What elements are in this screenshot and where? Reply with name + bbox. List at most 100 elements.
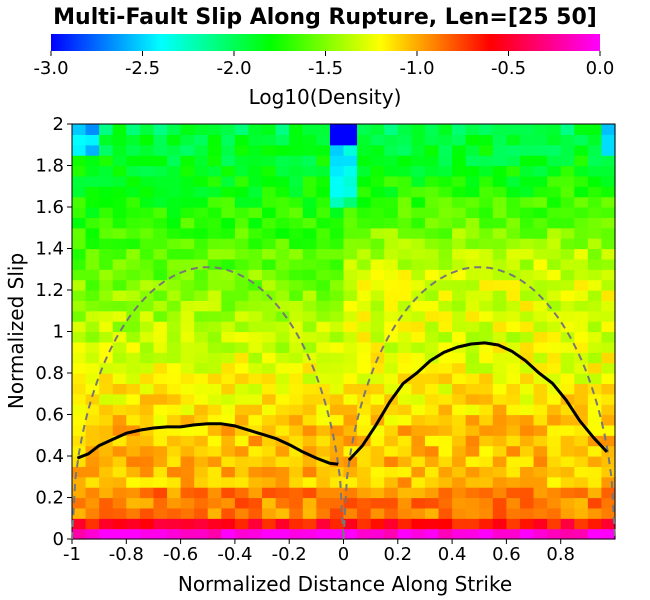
colorbar-tick-label: -0.5 <box>491 58 526 79</box>
heatmap-cell <box>302 196 317 208</box>
heatmap-cell <box>234 217 250 229</box>
heatmap-cell <box>221 155 236 167</box>
heatmap-cell <box>221 227 236 239</box>
heatmap-cell <box>492 487 507 499</box>
heatmap-cell <box>180 175 195 187</box>
heatmap-cell <box>438 258 453 270</box>
heatmap-cell <box>329 207 345 218</box>
heatmap-cell <box>357 373 372 384</box>
heatmap-cell <box>221 238 236 250</box>
heatmap-cell <box>248 155 263 167</box>
heatmap-cell <box>479 404 494 416</box>
heatmap-cell <box>479 456 494 467</box>
heatmap-cell <box>384 300 399 312</box>
heatmap-cell <box>533 300 548 312</box>
heatmap-cell <box>289 383 304 395</box>
heatmap-cell <box>452 134 467 146</box>
heatmap-cell <box>397 404 412 416</box>
heatmap-cell <box>207 424 222 436</box>
heatmap-cell <box>384 227 399 239</box>
heatmap-cell <box>262 269 277 281</box>
heatmap-cell <box>357 476 372 488</box>
heatmap-cell <box>384 290 399 301</box>
heatmap-cell <box>492 165 507 177</box>
heatmap-cell <box>139 466 155 478</box>
heatmap-cell <box>99 321 114 333</box>
heatmap-cell <box>275 331 290 343</box>
heatmap-cell <box>411 321 426 333</box>
heatmap-cell <box>180 186 195 198</box>
heatmap-cell <box>207 404 222 416</box>
heatmap-cell <box>207 310 222 322</box>
heatmap-cell <box>207 144 222 156</box>
heatmap-cell <box>506 404 521 416</box>
heatmap-cell <box>397 227 412 239</box>
heatmap-cell <box>519 321 535 333</box>
heatmap-cell <box>465 144 480 156</box>
heatmap-cell <box>438 310 453 322</box>
heatmap-cell <box>370 196 385 208</box>
heatmap-cell <box>533 124 548 135</box>
heatmap-cell <box>560 279 575 291</box>
mean-slip-line <box>76 422 339 466</box>
heatmap-cell <box>139 258 155 270</box>
heatmap-cell <box>289 155 304 167</box>
heatmap-cell <box>560 456 575 467</box>
heatmap-cell <box>370 435 385 447</box>
heatmap-cell <box>72 383 87 395</box>
heatmap-cell <box>479 383 494 395</box>
heatmap-cell <box>479 352 494 364</box>
heatmap-cell <box>153 383 168 395</box>
heatmap-cell <box>99 331 114 343</box>
heatmap-cell <box>438 476 453 488</box>
heatmap-cell <box>329 435 345 447</box>
heatmap-cell <box>221 341 236 353</box>
heatmap-cell <box>153 207 168 218</box>
heatmap-cell <box>316 207 331 218</box>
heatmap-cell <box>452 175 467 187</box>
heatmap-cell <box>275 248 290 260</box>
heatmap-cell <box>167 424 182 436</box>
heatmap-cell <box>248 362 263 374</box>
heatmap-cell <box>479 528 494 540</box>
heatmap-cell <box>547 393 562 405</box>
heatmap-cell <box>370 487 385 499</box>
heatmap-cell <box>384 414 399 426</box>
heatmap-cell <box>547 258 562 270</box>
heatmap-cell <box>506 507 521 519</box>
heatmap-cell <box>126 175 141 187</box>
heatmap-cell <box>167 362 182 374</box>
heatmap-cell <box>506 258 521 270</box>
heatmap-cell <box>438 331 453 343</box>
heatmap-cell <box>479 476 494 488</box>
heatmap-cell <box>384 383 399 395</box>
colorbar-tick-label: -2.5 <box>125 58 160 79</box>
heatmap-cell <box>519 383 535 395</box>
heatmap-cell <box>167 352 182 364</box>
heatmap-cell <box>167 248 182 260</box>
heatmap-cell <box>302 300 317 312</box>
heatmap-cell <box>289 300 304 312</box>
heatmap-cell <box>370 476 385 488</box>
heatmap-cell <box>126 373 141 384</box>
x-tick-label: 0 <box>338 544 349 565</box>
heatmap-cell <box>424 207 440 218</box>
heatmap-cell <box>194 507 209 519</box>
heatmap-cell <box>221 435 236 447</box>
heatmap-cell <box>85 186 100 198</box>
heatmap-cell <box>397 424 412 436</box>
heatmap-cell <box>302 124 317 135</box>
heatmap-cell <box>397 300 412 312</box>
heatmap-cell <box>329 393 345 405</box>
heatmap-cell <box>384 518 399 530</box>
heatmap-cell <box>357 445 372 457</box>
heatmap-cell <box>194 248 209 260</box>
heatmap-cell <box>221 196 236 208</box>
heatmap-cell <box>357 518 372 530</box>
heatmap-cell <box>139 362 155 374</box>
heatmap-cell <box>275 476 290 488</box>
heatmap-cell <box>316 404 331 416</box>
heatmap-cell <box>153 393 168 405</box>
heatmap-cell <box>479 134 494 146</box>
heatmap-cell <box>397 456 412 467</box>
